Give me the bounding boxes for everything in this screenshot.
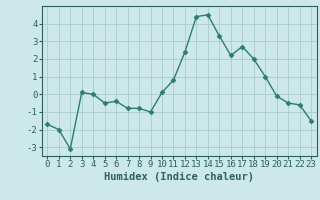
X-axis label: Humidex (Indice chaleur): Humidex (Indice chaleur): [104, 172, 254, 182]
